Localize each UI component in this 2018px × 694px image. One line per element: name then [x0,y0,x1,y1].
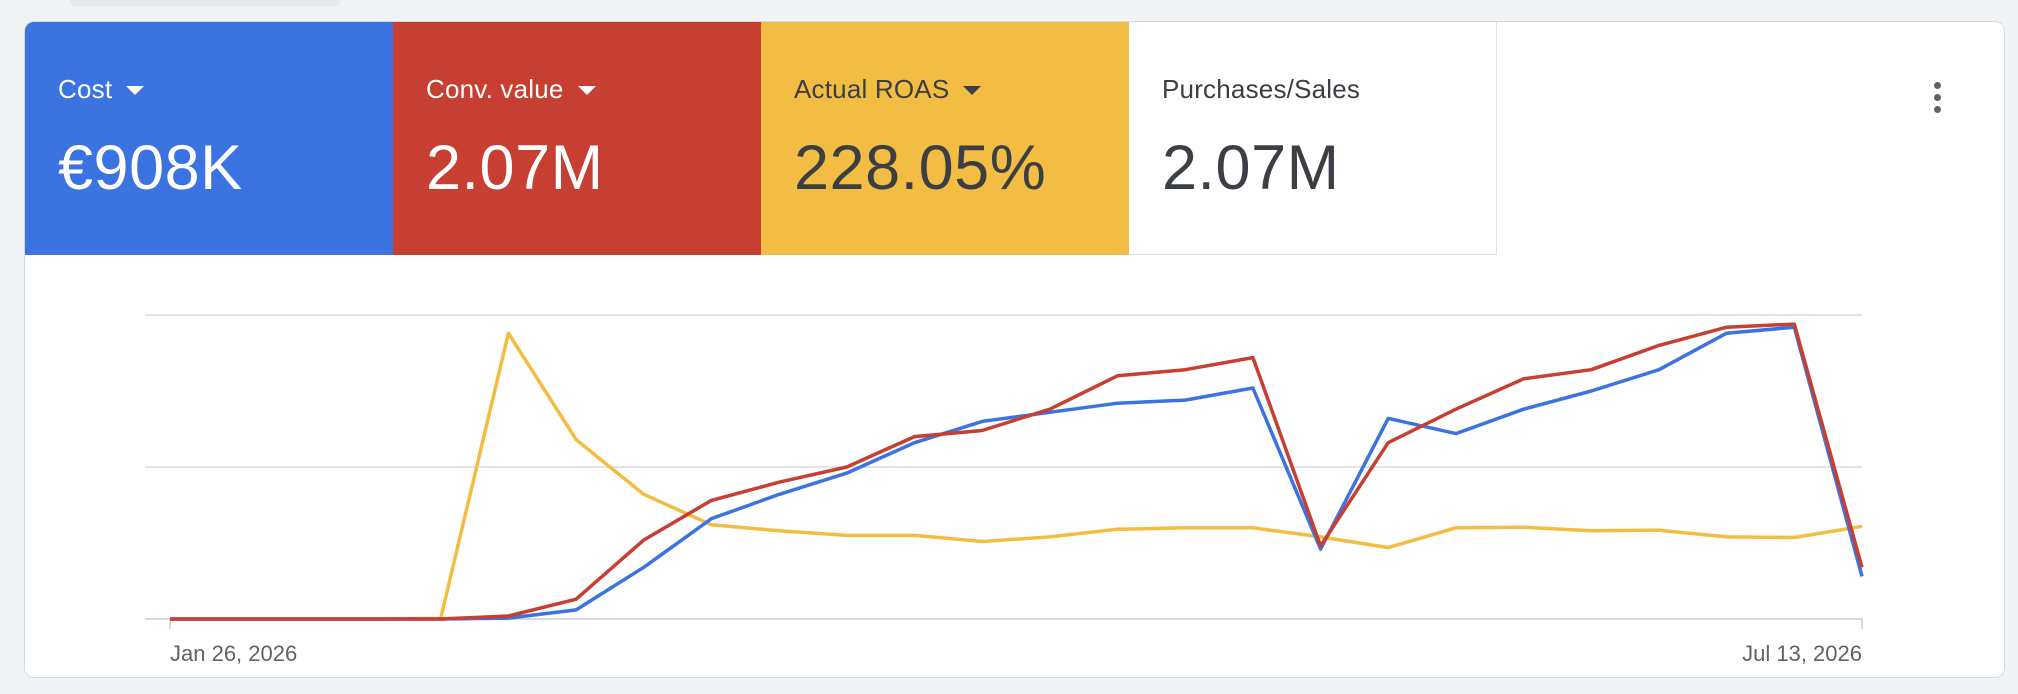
menu-dot [1933,105,1941,113]
scorecard-label-row: Actual ROAS [794,72,1129,106]
scorecard-label: Actual ROAS [794,73,950,104]
scorecard-value: €908K [58,133,243,203]
scorecard-row: Cost €908K Conv. value 2.07M Actual ROAS… [25,22,1497,255]
chart-gridlines [145,314,1863,629]
scorecard-value: 2.07M [426,133,604,203]
series-line-0 [170,325,1864,621]
caret-down-icon[interactable] [963,86,982,95]
scorecard-value: 228.05% [794,133,1047,203]
menu-dot [1933,93,1941,101]
scorecard-conv-value[interactable]: Conv. value 2.07M [393,22,761,255]
scorecard-label: Cost [58,73,113,104]
scorecard-value: 2.07M [1162,133,1340,203]
scorecard-actual-roas[interactable]: Actual ROAS 228.05% [761,22,1129,255]
scorecard-label: Purchases/Sales [1162,73,1361,104]
performance-card: Cost €908K Conv. value 2.07M Actual ROAS… [24,21,2005,678]
menu-dot [1933,81,1941,89]
scorecard-label-row: Conv. value [426,72,761,106]
scorecard-label: Conv. value [426,73,564,104]
caret-down-icon[interactable] [126,86,145,95]
x-axis-start-label: Jan 26, 2026 [170,641,297,666]
scorecard-cost[interactable]: Cost €908K [25,22,393,255]
chart-series [170,322,1864,621]
series-line-1 [170,322,1864,621]
more-vert-icon[interactable] [1922,72,1952,122]
tab-edge [70,0,340,6]
scorecard-purchases-sales[interactable]: Purchases/Sales 2.07M [1129,22,1497,255]
caret-down-icon[interactable] [577,86,596,95]
x-axis-end-label: Jul 13, 2026 [1742,641,1862,666]
series-line-2 [170,331,1863,621]
scorecard-label-row: Purchases/Sales [1162,72,1496,106]
line-chart: Jan 26, 2026 Jul 13, 2026 [145,314,1864,666]
scorecard-label-row: Cost [58,72,393,106]
